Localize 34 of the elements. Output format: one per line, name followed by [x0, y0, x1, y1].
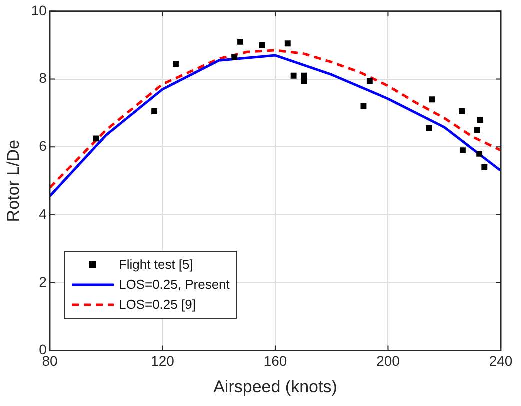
- legend-label: LOS=0.25, Present: [118, 277, 230, 292]
- point: [284, 40, 291, 47]
- point: [238, 38, 244, 45]
- point: [482, 164, 488, 170]
- x-tick-label: 120: [151, 353, 175, 370]
- point: [290, 72, 297, 79]
- x-tick-label: 160: [264, 353, 288, 370]
- point: [232, 54, 238, 60]
- point: [460, 148, 466, 154]
- point: [259, 42, 266, 48]
- point: [426, 126, 432, 132]
- x-tick-label: 200: [376, 353, 400, 370]
- x-tick-label: 80: [42, 353, 58, 370]
- y-tick-label: 2: [39, 274, 48, 290]
- point: [429, 96, 436, 103]
- y-axis-title: Rotor L/De: [4, 140, 23, 222]
- point: [93, 136, 100, 142]
- y-tick-label: 8: [39, 70, 48, 86]
- point: [360, 103, 367, 110]
- point: [301, 78, 308, 84]
- y-tick-label: 10: [31, 2, 48, 18]
- y-tick-label: 6: [39, 138, 48, 154]
- legend-label: LOS=0.25 [9]: [118, 297, 196, 312]
- x-tick-label: 240: [489, 353, 513, 370]
- point: [152, 108, 158, 114]
- point: [459, 108, 466, 114]
- legend-label: Flight test [5]: [118, 257, 194, 272]
- y-tick-label: 4: [39, 206, 48, 222]
- point: [477, 117, 484, 123]
- point: [474, 127, 480, 134]
- point: [173, 61, 179, 67]
- point: [366, 78, 373, 84]
- point: [476, 150, 483, 157]
- x-axis-title: Airspeed (knots): [214, 377, 338, 396]
